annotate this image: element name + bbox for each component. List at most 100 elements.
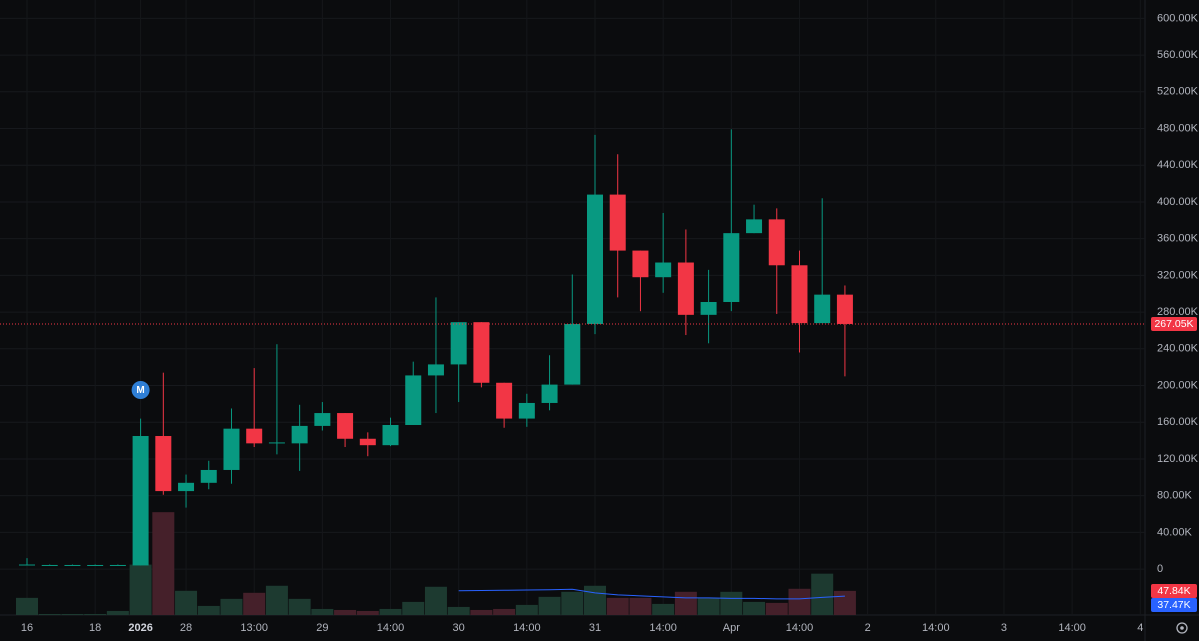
event-marker-label: M — [136, 385, 144, 396]
x-tick-label: 14:00 — [649, 622, 677, 634]
volume-bar — [220, 598, 243, 615]
x-tick-label: 14:00 — [786, 622, 814, 634]
volume-tag — [1151, 584, 1197, 598]
settings-icon-dot — [1180, 626, 1184, 630]
volume-bar — [356, 610, 379, 615]
y-tick-label: 160.00K — [1157, 416, 1199, 428]
y-tick-label: 200.00K — [1157, 379, 1199, 391]
candle-body — [246, 428, 263, 444]
y-tick-label: 520.00K — [1157, 86, 1199, 98]
volume-bar — [561, 591, 584, 615]
volume-ma-line — [458, 588, 845, 600]
x-tick-label: 14:00 — [922, 622, 950, 634]
x-tick-label: 28 — [180, 622, 192, 634]
candle-body — [768, 219, 785, 266]
candle-body — [746, 219, 763, 234]
x-tick-label: 2026 — [128, 622, 152, 634]
x-tick-label: 14:00 — [377, 622, 405, 634]
volume-bar — [61, 613, 84, 615]
price-tag — [1151, 316, 1197, 331]
candle-body — [700, 301, 717, 315]
volume-bar — [743, 601, 766, 615]
y-tick-label: 0 — [1157, 563, 1163, 575]
candle-body — [268, 442, 285, 444]
candle-body — [814, 294, 831, 324]
volume-bar — [379, 608, 402, 615]
volume-bar — [493, 608, 516, 615]
volume-tag — [1151, 598, 1197, 612]
candle-body — [109, 564, 126, 566]
candle-body — [132, 436, 149, 566]
price-tag-label: 267.05K — [1154, 318, 1193, 330]
volume-bar — [84, 613, 107, 615]
x-tick-label: 13:00 — [240, 622, 268, 634]
candle-body — [450, 322, 467, 365]
volume-bar — [629, 597, 652, 615]
event-marker — [131, 381, 150, 399]
volume-bar — [538, 596, 561, 615]
y-tick-label: 360.00K — [1157, 233, 1199, 245]
candle-body — [723, 233, 740, 302]
candle-body — [405, 375, 422, 425]
candle-body — [677, 262, 694, 315]
x-tick-label: 2 — [865, 622, 871, 634]
volume-bar — [106, 610, 129, 615]
y-tick-label: 80.00K — [1157, 490, 1193, 502]
candle-body — [359, 438, 376, 446]
y-tick-label: 480.00K — [1157, 122, 1199, 134]
candle-body — [382, 424, 399, 446]
y-tick-label: 600.00K — [1157, 12, 1199, 24]
y-tick-label: 400.00K — [1157, 196, 1199, 208]
volume-bar — [584, 585, 606, 615]
candle-body — [587, 194, 603, 325]
candle-body — [836, 294, 853, 324]
candle-body — [632, 250, 649, 278]
volume-bar — [720, 591, 743, 615]
candle-body — [87, 564, 104, 566]
settings-icon[interactable] — [1176, 622, 1188, 634]
y-tick-label: 40.00K — [1157, 526, 1193, 538]
volume-bar — [265, 585, 288, 615]
volume-bar — [402, 601, 425, 615]
candle-body — [609, 194, 626, 251]
volume-bar — [129, 564, 152, 615]
y-tick-label: 560.00K — [1157, 49, 1199, 61]
y-tick-label: 280.00K — [1157, 306, 1199, 318]
volume-bar — [697, 597, 720, 615]
candle-body — [155, 436, 172, 492]
x-tick-label: 30 — [453, 622, 465, 634]
y-tick-label: 120.00K — [1157, 453, 1199, 465]
candle-body — [337, 413, 354, 439]
volume-bar — [16, 597, 38, 615]
candle-body — [291, 425, 308, 444]
volume-bar — [833, 590, 856, 615]
volume-tag-label: 47.84K — [1157, 585, 1190, 597]
volume-bar — [311, 608, 334, 615]
volume-bar — [811, 573, 834, 615]
x-tick-label: 14:00 — [1058, 622, 1086, 634]
volume-bar — [788, 588, 811, 615]
volume-bar — [175, 590, 198, 615]
x-tick-label: Apr — [723, 622, 740, 634]
x-tick-label: 3 — [1001, 622, 1007, 634]
volume-bar — [674, 591, 697, 615]
candle-body — [41, 564, 58, 566]
x-tick-label: 18 — [89, 622, 101, 634]
y-tick-label: 240.00K — [1157, 343, 1199, 355]
candle-body — [655, 262, 672, 278]
y-tick-label: 440.00K — [1157, 159, 1199, 171]
volume-bar — [334, 609, 357, 615]
volume-bar — [38, 613, 61, 615]
candle-body — [518, 402, 535, 419]
x-tick-label: 31 — [589, 622, 601, 634]
x-tick-label: 16 — [21, 622, 33, 634]
candle-body — [473, 322, 490, 383]
candle-body — [564, 324, 581, 385]
volume-bar — [243, 592, 266, 615]
volume-bar — [606, 597, 629, 615]
y-tick-label: 320.00K — [1157, 269, 1199, 281]
volume-bar — [288, 598, 311, 615]
volume-bar — [652, 603, 675, 615]
x-tick-label: 4 — [1137, 622, 1143, 634]
